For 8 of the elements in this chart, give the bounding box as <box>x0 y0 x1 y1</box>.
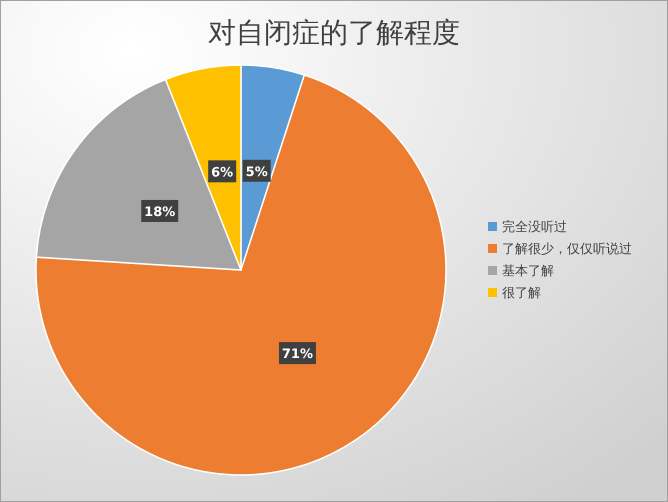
chart-title: 对自闭症的了解程度 <box>208 16 460 49</box>
legend-label: 基本了解 <box>502 264 554 279</box>
legend-label: 完全没听过 <box>502 219 567 235</box>
data-label: 71% <box>282 347 314 362</box>
legend-label: 很了解 <box>502 286 541 301</box>
data-label: 5% <box>246 164 268 180</box>
data-label: 6% <box>211 165 234 180</box>
data-label: 18% <box>144 204 176 220</box>
